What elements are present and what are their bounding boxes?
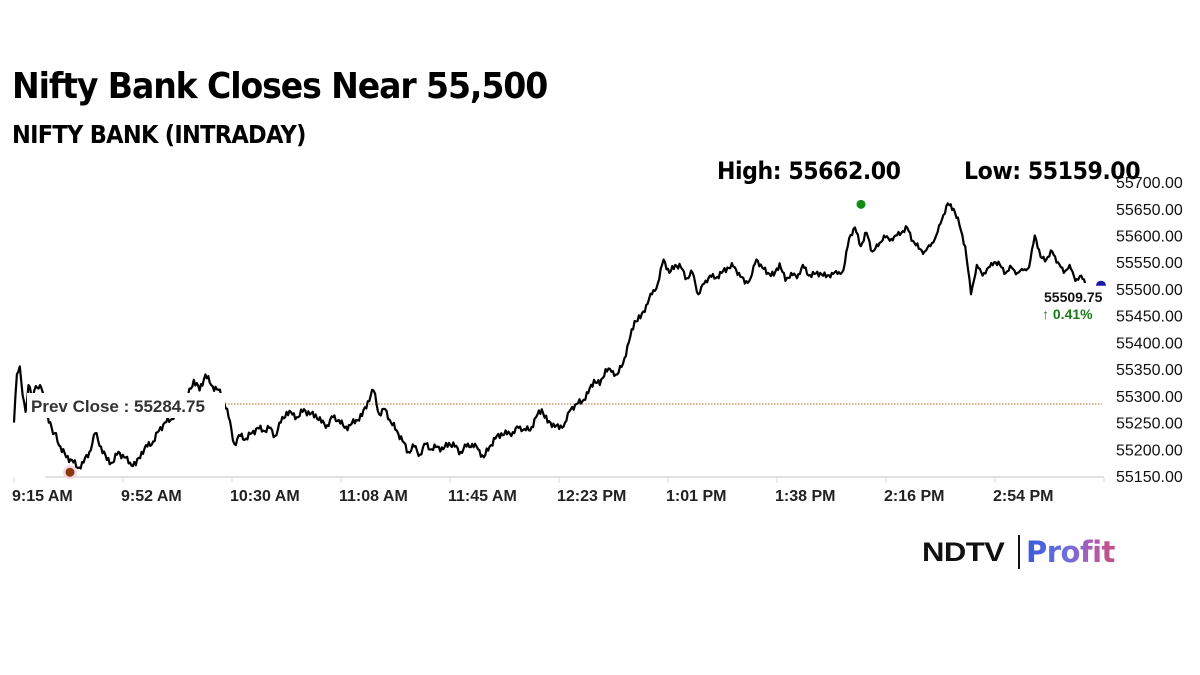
low-label: Low: 55159.00 — [964, 157, 1141, 185]
prev-close-label-bg — [27, 393, 225, 418]
price-line — [12, 202, 1094, 470]
x-tick-label: 2:54 PM — [993, 488, 1053, 505]
chart-subtitle: NIFTY BANK (INTRADAY) — [12, 120, 306, 149]
x-tick-label: 1:38 PM — [775, 488, 835, 505]
y-tick-label: 55700.00 — [1116, 175, 1183, 192]
last-price-label: 55509.75 — [1044, 289, 1103, 305]
change-percent: ↑ 0.41% — [1042, 306, 1093, 322]
y-tick-label: 55350.00 — [1116, 362, 1183, 379]
logo-divider — [1018, 535, 1020, 569]
low-marker — [65, 467, 75, 477]
logo-product: Profit — [1026, 535, 1115, 569]
y-axis: 55700.00 55650.00 55600.00 55550.00 55500.00… — [1116, 175, 1183, 486]
x-tick-label: 9:15 AM — [12, 488, 73, 505]
y-tick-label: 55200.00 — [1116, 442, 1183, 459]
x-tick-label: 10:30 AM — [230, 488, 300, 505]
y-tick-label: 55400.00 — [1116, 335, 1183, 352]
x-tick-label: 12:23 PM — [557, 488, 626, 505]
x-tick-label: 9:52 AM — [121, 488, 182, 505]
page-title: Nifty Bank Closes Near 55,500 — [12, 66, 548, 107]
logo-brand: NDTV — [922, 536, 1005, 567]
x-tick-label: 11:08 AM — [339, 488, 408, 505]
y-tick-label: 55150.00 — [1116, 469, 1183, 486]
y-tick-label: 55550.00 — [1116, 255, 1183, 272]
y-tick-label: 55450.00 — [1116, 309, 1183, 326]
x-tick-label: 11:45 AM — [448, 488, 517, 505]
y-tick-label: 55300.00 — [1116, 389, 1183, 406]
last-price-label-bg — [1040, 283, 1106, 323]
high-label: High: 55662.00 — [717, 157, 901, 185]
prev-close-label: Prev Close : 55284.75 — [31, 397, 205, 416]
last-marker — [1096, 280, 1106, 286]
x-tick-label: 2:16 PM — [884, 488, 944, 505]
high-marker — [856, 199, 866, 209]
x-axis: 9:15 AM 9:52 AM 10:30 AM 11:08 AM 11:45 AM 12… — [12, 477, 1105, 505]
y-tick-label: 55500.00 — [1116, 282, 1183, 299]
y-tick-label: 55650.00 — [1116, 202, 1183, 219]
y-tick-label: 55600.00 — [1116, 228, 1183, 245]
ndtv-profit-logo: NDTV Profit — [922, 534, 1115, 570]
x-tick-label: 1:01 PM — [666, 488, 726, 505]
y-tick-label: 55250.00 — [1116, 416, 1183, 433]
